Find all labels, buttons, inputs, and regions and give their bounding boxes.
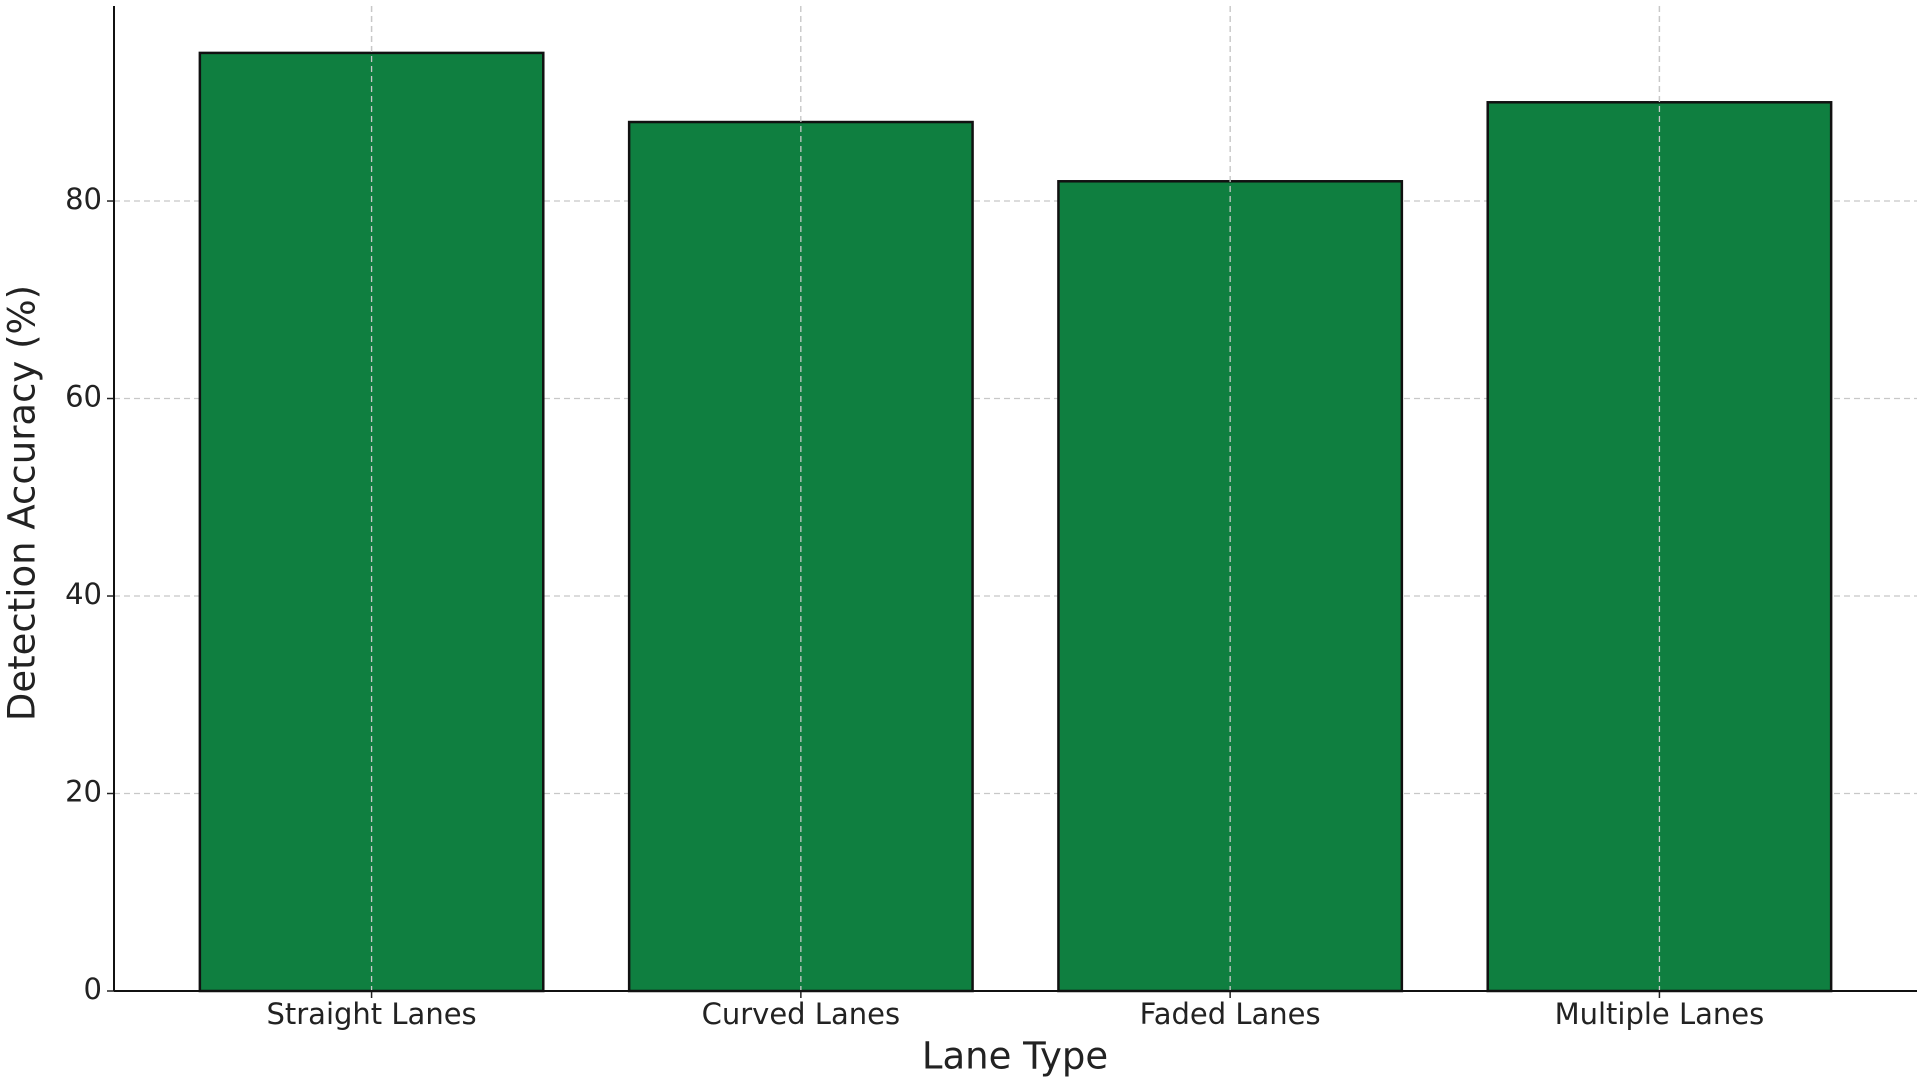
x-axis-title: Lane Type <box>922 1035 1108 1078</box>
y-tick-label: 40 <box>65 577 102 611</box>
y-tick-label: 0 <box>84 972 102 1006</box>
x-tick-label: Multiple Lanes <box>1555 997 1765 1031</box>
y-axis-title: Detection Accuracy (%) <box>1 285 44 721</box>
y-tick-label: 20 <box>65 775 102 809</box>
x-tick-label: Curved Lanes <box>702 997 900 1031</box>
y-tick-label: 80 <box>65 182 102 216</box>
y-tick-label: 60 <box>65 380 102 414</box>
x-tick-label: Straight Lanes <box>266 997 476 1031</box>
x-tick-label: Faded Lanes <box>1140 997 1321 1031</box>
